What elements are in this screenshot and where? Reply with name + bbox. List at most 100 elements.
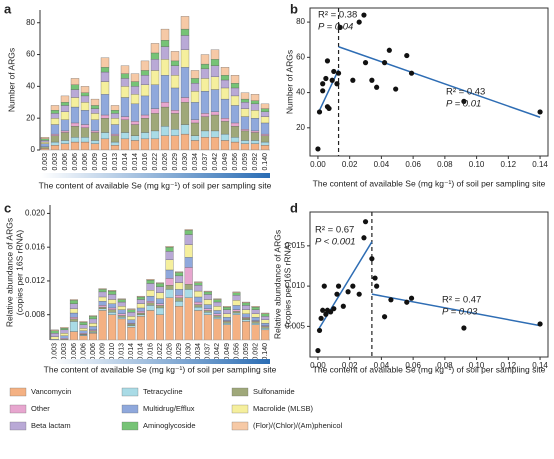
bar-segment [127, 312, 136, 317]
bar-segment [200, 116, 210, 132]
bar-segment [100, 114, 110, 119]
bar-segment [194, 306, 203, 311]
bar-segment [50, 113, 60, 119]
bar-segment [203, 294, 212, 300]
bar-segment [146, 295, 155, 302]
bar-segment [156, 283, 164, 287]
bar-segment [261, 313, 270, 317]
bar-segment [60, 328, 69, 331]
bar-segment [136, 295, 145, 298]
bar-segment [165, 269, 174, 279]
bar-segment [69, 312, 78, 318]
bar-segment [120, 78, 130, 87]
point [337, 24, 343, 30]
bar-segment [175, 275, 184, 283]
bar-segment [251, 306, 260, 308]
bar-segment [220, 87, 230, 100]
x-tick-label: 0.02 [342, 160, 358, 169]
point [331, 68, 337, 75]
bar-segment [130, 86, 140, 95]
bar-segment [40, 137, 50, 140]
bar-segment [156, 303, 164, 306]
bar-segment [200, 54, 210, 65]
bar-segment [240, 143, 250, 150]
fit-line [338, 46, 541, 118]
bar-segment [110, 124, 120, 135]
bar-segment [184, 267, 193, 285]
bar-segment [146, 279, 155, 281]
point [374, 84, 380, 90]
x-tick-label: 0.029 [172, 153, 179, 171]
bar-segment [110, 135, 120, 143]
y-axis-label: Number of ARGs [284, 50, 294, 114]
bar-segment [250, 110, 260, 119]
bar-segment [70, 78, 80, 85]
bar-segment [50, 330, 59, 334]
y-tick-label: 0.012 [25, 276, 46, 285]
point [461, 98, 467, 104]
x-tick-label: 0.092 [252, 153, 259, 171]
bar-segment [190, 140, 200, 150]
bar-segment [240, 108, 250, 117]
bar-segment [242, 319, 251, 322]
bar-segment [80, 110, 90, 125]
x-tick-label: 0.042 [214, 343, 221, 361]
legend-label: Sulfonamide [253, 387, 295, 396]
bar-segment [90, 108, 100, 114]
bar-segment [120, 65, 130, 74]
bar-segment [70, 89, 80, 98]
x-tick-label: 0.00 [310, 361, 326, 370]
point [369, 256, 375, 262]
bar-segment [230, 137, 240, 143]
bar-segment [165, 247, 174, 252]
bar-segment [110, 113, 120, 119]
bar-segment [170, 110, 180, 114]
bar-segment [60, 335, 69, 339]
bar-segment [261, 328, 270, 331]
bar-segment [117, 298, 126, 300]
point [408, 70, 415, 76]
bar-segment [232, 305, 241, 310]
bar-segment [165, 246, 174, 248]
bar-segment [261, 316, 270, 320]
x-tick-label: 0.013 [112, 153, 119, 171]
bar-segment [194, 281, 203, 283]
bar-segment [120, 119, 130, 133]
bar-segment [140, 118, 150, 133]
bar-segment [136, 307, 145, 312]
bar-segment [60, 119, 70, 132]
bar-segment [184, 230, 193, 235]
y-axis-label: Relative abundance of ARGs [272, 230, 282, 339]
bar-segment [127, 309, 136, 313]
bar-segment [213, 301, 222, 307]
x-tick-label: 0.034 [195, 343, 202, 361]
point [381, 60, 388, 66]
bar-segment [156, 286, 164, 293]
bar-segment [89, 318, 98, 324]
bar-segment [232, 309, 241, 312]
point [372, 275, 378, 281]
x-tick-label: 0.026 [162, 153, 169, 171]
bar-segment [98, 296, 107, 302]
bar-segment [222, 322, 231, 325]
x-tick-label: 0.014 [122, 153, 129, 171]
bar-segment [260, 108, 270, 112]
bar-segment [222, 321, 231, 324]
bar-segment [60, 333, 69, 336]
bar-segment [150, 70, 160, 85]
bar-segment [117, 315, 126, 318]
bar-segment [250, 143, 260, 150]
bar-segment [80, 95, 90, 103]
bar-segment [50, 145, 60, 150]
bar-segment [90, 119, 100, 132]
bar-segment [98, 301, 107, 306]
bar-segment [100, 67, 110, 73]
panel-label: a [4, 1, 12, 16]
bar-segment [50, 105, 60, 111]
point [356, 19, 362, 25]
x-tick-label: 0.029 [176, 343, 183, 361]
x-tick-label: 0.006 [71, 343, 78, 361]
bar-segment [190, 70, 200, 79]
bar-segment [250, 103, 260, 111]
